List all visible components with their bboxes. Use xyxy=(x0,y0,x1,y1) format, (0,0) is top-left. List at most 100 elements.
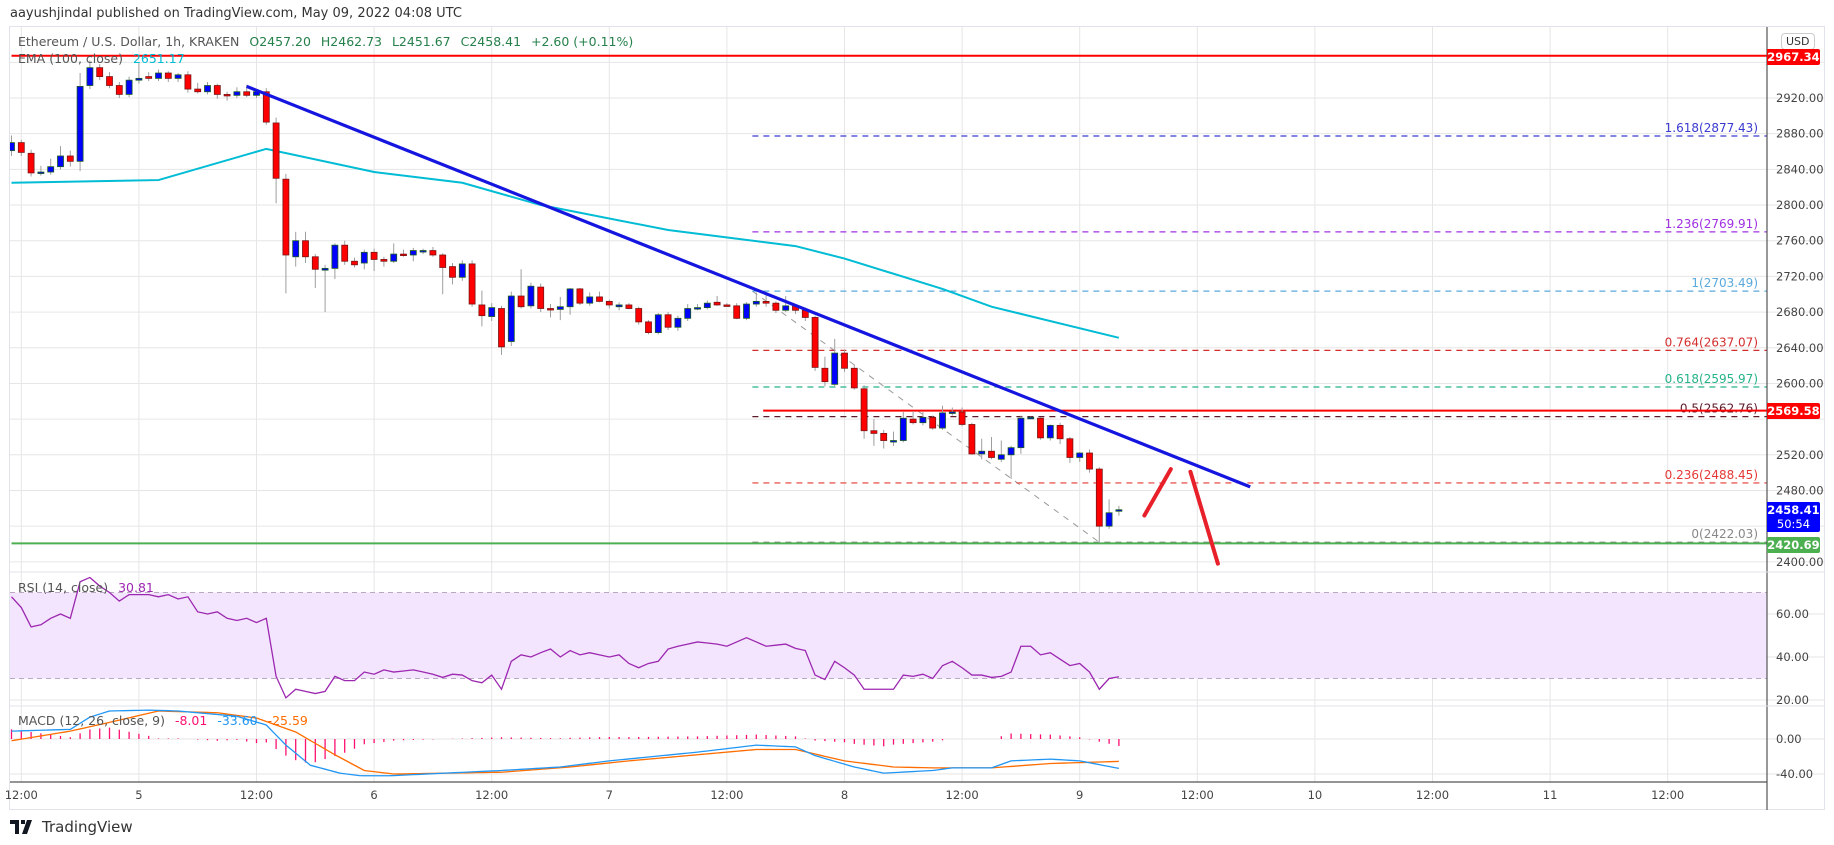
candle-up xyxy=(360,251,368,264)
candle-down xyxy=(537,286,545,309)
candle-down xyxy=(605,300,613,306)
high-value: H2462.73 xyxy=(320,34,382,49)
candle-up xyxy=(125,79,133,95)
candle-down xyxy=(223,94,231,97)
brand-name: TradingView xyxy=(42,818,133,836)
candle-down xyxy=(17,142,25,153)
candle-down xyxy=(311,256,319,270)
candle-up xyxy=(10,142,15,152)
candle-down xyxy=(370,251,378,260)
price-tick-label: 2720.00 xyxy=(1776,269,1824,283)
fib-level-label: 0.236(2488.45) xyxy=(1665,468,1758,482)
candle-up xyxy=(752,300,760,305)
rsi-legend[interactable]: RSI (14, close) 30.81 xyxy=(18,580,154,595)
ema-legend[interactable]: EMA (100, close) 2651.17 xyxy=(18,51,185,66)
symbol-name: Ethereum / U.S. Dollar, 1h, KRAKEN xyxy=(18,34,240,49)
candle-down xyxy=(449,266,456,278)
fib-level-label: 0(2422.03) xyxy=(1691,527,1758,541)
candle-down xyxy=(96,67,104,77)
candle-up xyxy=(654,314,662,333)
chart-frame xyxy=(9,26,1825,810)
candle-down xyxy=(1095,468,1103,527)
candle-up xyxy=(1105,512,1113,527)
candle-up xyxy=(997,454,1005,460)
ema-label: EMA (100, close) xyxy=(18,51,123,66)
candle-up xyxy=(782,305,790,311)
candle-up xyxy=(135,77,143,81)
candle-down xyxy=(645,321,652,333)
time-tick-label: 12:00 xyxy=(475,788,508,802)
candle-down xyxy=(841,352,848,369)
candle-down xyxy=(351,260,358,266)
macd-line-value: -33.60 xyxy=(217,713,258,728)
candle-down xyxy=(1037,417,1044,439)
candle-down xyxy=(282,178,290,256)
candle-up xyxy=(86,67,94,86)
time-tick-label: 9 xyxy=(1076,788,1083,802)
candle-up xyxy=(47,166,55,173)
time-tick-label: 6 xyxy=(370,788,377,802)
candle-down xyxy=(850,367,858,389)
candle-up xyxy=(233,91,241,96)
candle-down xyxy=(194,88,202,93)
candle-down xyxy=(517,295,525,308)
rsi-tick-label: 20.00 xyxy=(1776,693,1809,707)
symbol-legend[interactable]: Ethereum / U.S. Dollar, 1h, KRAKEN O2457… xyxy=(18,34,633,49)
candle-down xyxy=(272,122,280,179)
candle-up xyxy=(37,171,45,174)
candle-up xyxy=(566,288,574,308)
price-tag-resistance-top: 2967.34 xyxy=(1767,49,1820,65)
candle-down xyxy=(429,250,437,256)
candle-down xyxy=(1086,452,1093,470)
candle-down xyxy=(380,259,388,262)
time-tick-label: 10 xyxy=(1308,788,1323,802)
candle-up xyxy=(615,304,623,308)
candle-up xyxy=(419,250,427,253)
candle-down xyxy=(262,91,270,123)
macd-tick-label: -40.00 xyxy=(1776,767,1813,781)
candle-down xyxy=(988,450,995,458)
macd-pane[interactable] xyxy=(10,709,1120,777)
candle-down xyxy=(870,430,878,434)
candle-up xyxy=(1046,424,1054,439)
ema-line xyxy=(11,147,1120,339)
time-tick-label: 12:00 xyxy=(1416,788,1449,802)
price-tick-label: 2840.00 xyxy=(1776,162,1824,176)
publisher-line: aayushjindal published on TradingView.co… xyxy=(10,6,462,21)
price-tag-resistance-mid: 2569.58 xyxy=(1767,403,1820,419)
time-tick-label: 12:00 xyxy=(1651,788,1684,802)
candle-up xyxy=(1017,417,1025,449)
rsi-pane[interactable] xyxy=(11,576,1120,699)
candle-down xyxy=(400,253,407,257)
candle-down xyxy=(733,305,741,319)
candle-up xyxy=(488,307,496,317)
candle-down xyxy=(106,76,113,86)
candle-down xyxy=(478,304,486,317)
candle-up xyxy=(1076,452,1084,458)
macd-signal-value: -25.59 xyxy=(267,713,308,728)
candle-down xyxy=(468,263,476,305)
rsi-tick-label: 60.00 xyxy=(1776,607,1809,621)
candle-down xyxy=(184,74,192,90)
candle-up xyxy=(527,285,535,307)
candle-down xyxy=(968,424,976,455)
candle-up xyxy=(321,267,329,271)
candle-up xyxy=(703,302,711,309)
candle-down xyxy=(713,301,721,306)
price-tick-label: 2760.00 xyxy=(1776,234,1824,248)
candle-down xyxy=(213,85,221,95)
candle-up xyxy=(204,85,211,93)
candle-down xyxy=(909,418,917,424)
price-tick-label: 2520.00 xyxy=(1776,448,1824,462)
rsi-line xyxy=(11,576,1120,699)
time-tick-label: 12:00 xyxy=(946,788,979,802)
candle-down xyxy=(66,155,74,162)
tradingview-logo[interactable]: TradingView xyxy=(10,818,133,836)
macd-legend[interactable]: MACD (12, 26, close, 9) -8.01 -33.60 -25… xyxy=(18,713,308,728)
price-pane[interactable]: 0(2422.03) 0.236(2488.45) 0.5(2562.76) 0.61… xyxy=(9,54,1768,566)
price-tag-last: 2458.41 50:54 xyxy=(1767,502,1820,532)
price-tag-support: 2420.69 xyxy=(1767,537,1820,553)
bar-countdown: 50:54 xyxy=(1776,517,1811,531)
currency-button[interactable]: USD xyxy=(1781,33,1815,50)
